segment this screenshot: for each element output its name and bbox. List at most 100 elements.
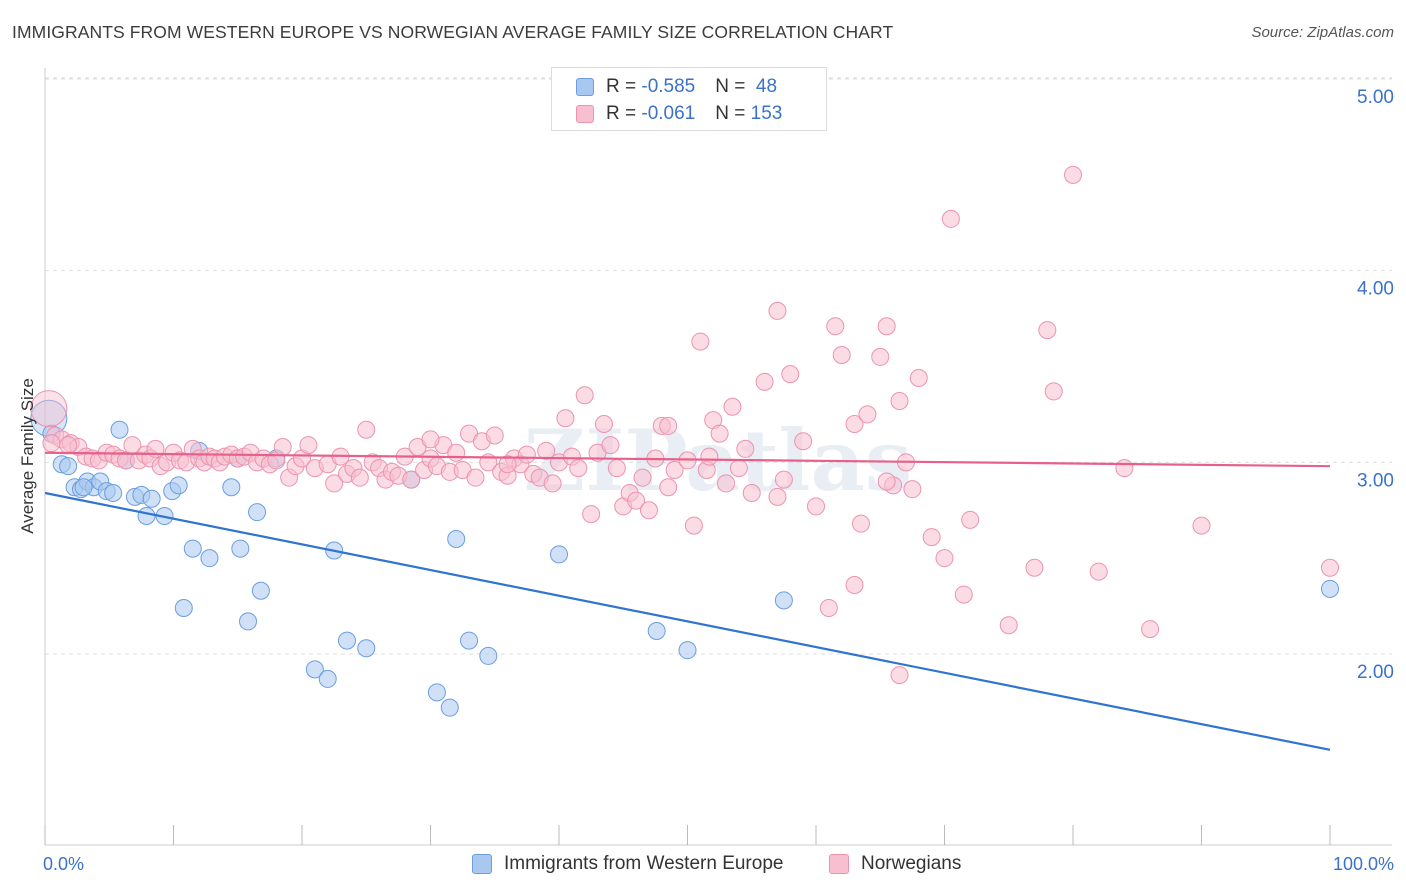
norwegians-point [350, 468, 369, 487]
norwegians-point [659, 416, 678, 435]
correlation-legend: R = -0.585 N = 48 R = -0.061 N = 153 [551, 67, 827, 131]
norwegians-point [42, 434, 61, 453]
norwegians-point [421, 430, 440, 449]
axes [44, 68, 1392, 846]
immigrants-point [137, 507, 156, 525]
norwegians-point [781, 365, 800, 384]
norwegians-point [903, 480, 922, 499]
legend-swatch-blue [576, 78, 594, 96]
immigrants-point [678, 641, 697, 660]
norwegians-point [954, 585, 973, 604]
norwegians-point [890, 666, 909, 685]
trend-lines [44, 451, 1331, 751]
immigrants-point [200, 549, 219, 568]
norwegians-point [768, 301, 787, 320]
chart-source: Source: ZipAtlas.com [1251, 24, 1394, 41]
grid-lines [45, 77, 1392, 655]
y-axis-title: Average Family Size [18, 378, 37, 534]
norwegians-point [723, 397, 742, 416]
immigrants-point [110, 420, 129, 439]
norwegians-point [273, 438, 292, 456]
norwegians-point [845, 576, 864, 594]
legend-n-value: 48 [750, 76, 778, 97]
immigrants-point [550, 545, 568, 564]
norwegians-point [729, 459, 748, 478]
legend-swatch-blue [472, 854, 492, 874]
norwegians-point [1321, 558, 1339, 577]
norwegians-point [299, 436, 318, 455]
norwegians-point [1089, 562, 1108, 581]
immigrants-point [248, 503, 267, 522]
immigrants-trend-line [44, 491, 1331, 751]
norwegians-point [627, 491, 646, 510]
x-tick-label-max: 100.0% [1333, 854, 1394, 874]
immigrants-point [647, 622, 666, 640]
norwegians-point [659, 478, 678, 497]
norwegians-point [877, 472, 896, 491]
norwegians-point [742, 484, 761, 502]
norwegians-point [909, 369, 928, 387]
immigrants-point [460, 631, 479, 650]
norwegians-point [639, 501, 658, 520]
norwegians-point [858, 405, 877, 424]
immigrants-point [183, 539, 202, 558]
norwegians-point [665, 461, 684, 479]
norwegians-point [935, 549, 954, 568]
immigrants-point [357, 639, 376, 658]
norwegians-point [794, 432, 813, 451]
norwegians-point [684, 516, 703, 535]
norwegians-point [1038, 321, 1057, 340]
norwegians-point [890, 392, 909, 410]
legend-row-immigrants: R = -0.585 N = 48 [576, 75, 777, 99]
legend-r-label: R = [606, 76, 642, 97]
immigrants-point [59, 457, 78, 476]
norwegians-point [59, 436, 78, 455]
norwegians-point [357, 420, 376, 439]
norwegians-point [832, 346, 851, 364]
legend-swatch-pink [829, 854, 849, 874]
norwegians-point [710, 424, 729, 443]
legend-item-norwegians: Norwegians [829, 852, 961, 876]
immigrants-point [427, 683, 446, 702]
norwegians-point [819, 599, 838, 617]
norwegians-point [1192, 516, 1211, 535]
legend-label-norwegians: Norwegians [861, 853, 962, 874]
norwegians-point [691, 332, 710, 351]
norwegians-point [543, 474, 562, 493]
norwegians-point [845, 415, 864, 433]
norwegians-point [582, 505, 601, 524]
y-tick-label: 2.00 [1357, 662, 1394, 683]
norwegians-point [922, 528, 941, 547]
norwegians-point [1115, 459, 1134, 478]
norwegians-point [537, 441, 556, 460]
tick-labels: 2.00 3.00 4.00 5.00 0.0% 100.0% Average Family… [18, 87, 1394, 874]
immigrants-point [337, 631, 356, 650]
norwegians-point [807, 497, 825, 516]
immigrants-point [479, 646, 498, 665]
norwegians-point [1044, 382, 1063, 401]
immigrants-point [222, 478, 241, 497]
norwegians-point [517, 445, 536, 464]
legend-row-norwegians: R = -0.061 N = 153 [576, 102, 782, 126]
norwegians-point [851, 514, 870, 533]
norwegians-point [774, 470, 793, 489]
norwegians-point [633, 468, 652, 487]
norwegians-trend-line [44, 451, 1331, 468]
legend-n-label: N = [715, 103, 751, 124]
norwegians-point [498, 455, 517, 474]
norwegians-point [402, 470, 421, 489]
norwegians-point [999, 616, 1018, 635]
norwegians-point [1025, 558, 1044, 577]
legend-swatch-pink [576, 105, 594, 123]
norwegians-point [594, 415, 613, 433]
immigrants-point [169, 476, 188, 495]
norwegians-point [447, 443, 466, 462]
immigrants-point [104, 484, 123, 502]
norwegians-point [826, 317, 845, 336]
immigrants-point [305, 660, 324, 679]
norwegians-point [556, 409, 575, 428]
chart-title: IMMIGRANTS FROM WESTERN EUROPE VS NORWEG… [12, 22, 894, 42]
legend-r-value: -0.585 [641, 76, 696, 97]
norwegians-point [1141, 620, 1160, 639]
